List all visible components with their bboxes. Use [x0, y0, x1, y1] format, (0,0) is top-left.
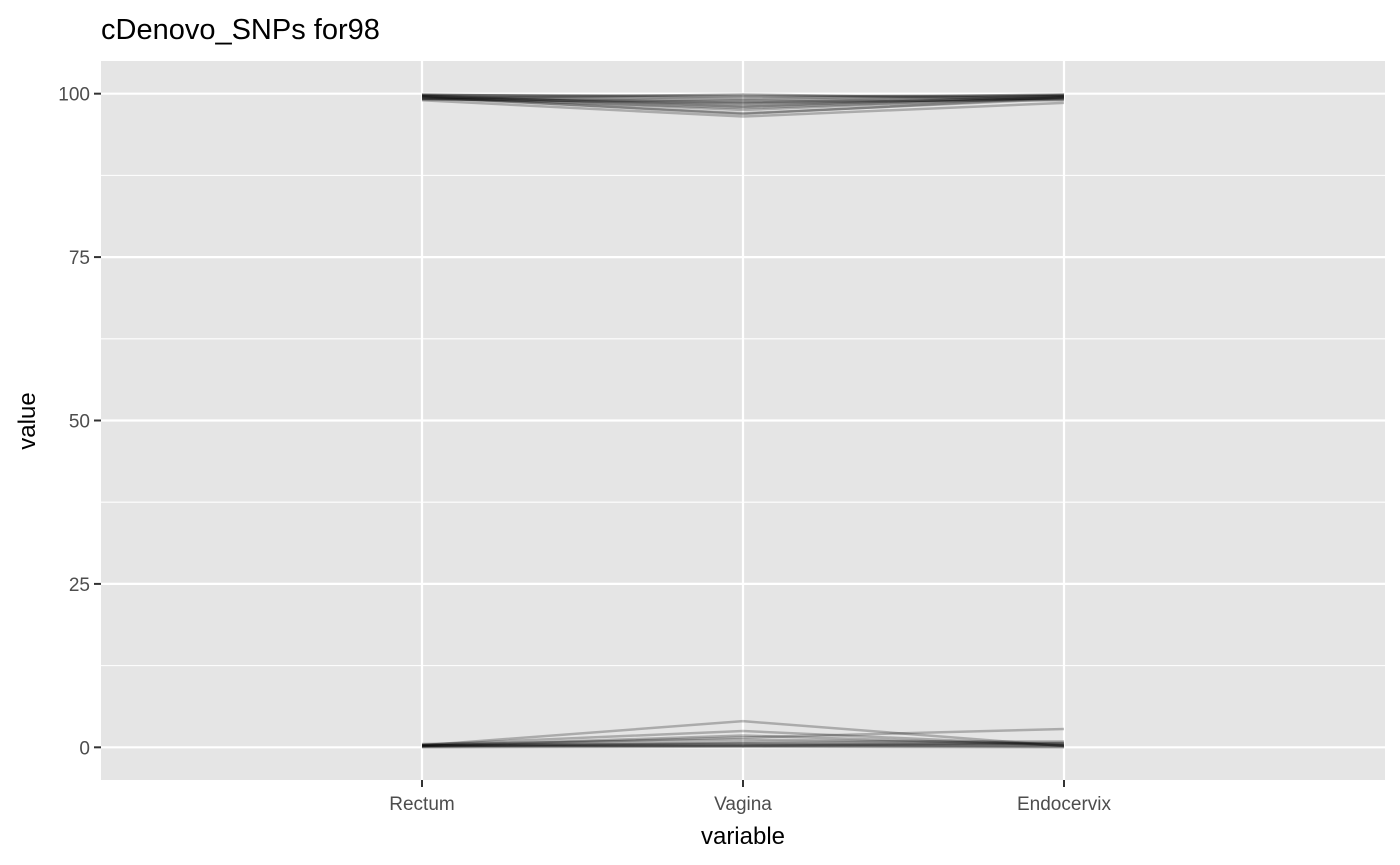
series-line	[421, 719, 1065, 748]
series-line	[421, 95, 1065, 116]
y-tick-label: 75	[69, 248, 90, 269]
grid-lines	[101, 61, 1385, 780]
series-line	[421, 96, 1065, 110]
series-line	[421, 738, 1065, 746]
series-line	[421, 93, 1065, 101]
series-line	[421, 95, 1065, 107]
series-line	[421, 95, 1065, 102]
series-line	[421, 742, 1065, 746]
x-tick-label: Rectum	[389, 794, 454, 815]
series-line	[421, 95, 1065, 112]
y-tick-label: 0	[79, 738, 90, 759]
series-line	[421, 741, 1065, 748]
y-axis-title: value	[14, 392, 41, 449]
y-tick-label: 100	[58, 85, 90, 106]
y-axis: 0 25 50 75 100	[58, 85, 101, 759]
series-line	[421, 734, 1065, 748]
series-line	[421, 740, 1065, 748]
series-line	[421, 96, 1065, 115]
x-axis-title: variable	[701, 823, 785, 850]
chart-title: cDenovo_SNPs for98	[101, 14, 380, 46]
y-tick-label: 50	[69, 412, 90, 433]
series-line	[421, 742, 1065, 747]
series-line	[421, 745, 1065, 749]
y-tick-label: 25	[69, 575, 90, 596]
series-line	[421, 93, 1065, 101]
series-line	[421, 93, 1065, 105]
x-axis: Rectum Vagina Endocervix	[389, 780, 1111, 815]
series-line	[421, 98, 1065, 118]
series-line	[421, 93, 1065, 98]
series-line	[421, 98, 1065, 103]
series-line	[421, 727, 1065, 748]
series-line	[421, 744, 1065, 748]
series-line	[421, 97, 1065, 105]
x-tick-label: Endocervix	[1017, 794, 1111, 815]
series-line	[421, 94, 1065, 109]
series-lines	[421, 93, 1065, 749]
series-line	[421, 744, 1065, 748]
x-tick-label: Vagina	[714, 794, 772, 815]
series-line	[421, 93, 1065, 99]
series-line	[421, 729, 1065, 747]
